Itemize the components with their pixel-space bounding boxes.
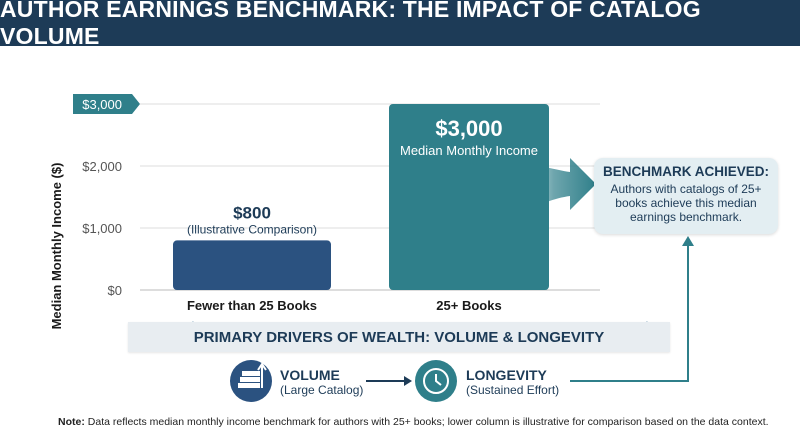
driver-longevity: LONGEVITY (Sustained Effort) (466, 367, 559, 397)
books-icon (230, 360, 272, 402)
bar-chart: $0 $1,000 $2,000 $3,000 Fewer than 25 Books… (49, 94, 694, 402)
driver-longevity-title: LONGEVITY (466, 367, 547, 383)
bar (173, 240, 331, 290)
driver-longevity-subtitle: (Sustained Effort) (466, 383, 560, 397)
y-tick-label: $3,000 (82, 97, 122, 112)
y-axis-ticks: $0 $1,000 $2,000 $3,000 (73, 94, 140, 298)
y-tick-label: $2,000 (82, 159, 122, 174)
flow-arrow (512, 158, 596, 216)
x-tick-label: Fewer than 25 Books (187, 298, 317, 313)
data-label: $3,000 (435, 116, 502, 141)
callout-body: Authors with catalogs of 25+ books achie… (610, 182, 762, 224)
footnote-label: Note: (58, 416, 85, 428)
data-sublabel: (Illustrative Comparison) (187, 222, 317, 236)
x-axis-labels: Fewer than 25 Books 25+ Books (187, 298, 502, 313)
drivers-title: PRIMARY DRIVERS OF WEALTH: VOLUME & LONG… (193, 328, 605, 346)
longevity-to-callout-arrow (570, 246, 689, 382)
x-tick-label: 25+ Books (436, 298, 501, 313)
footnote: Note: Data reflects median monthly incom… (58, 416, 769, 428)
arrowhead-icon (404, 376, 412, 386)
data-label: $800 (233, 203, 271, 222)
value-labels: $800(Illustrative Comparison) $3,000 Media… (187, 116, 538, 236)
clock-icon (415, 360, 457, 402)
data-sublabel: Median Monthly Income (400, 143, 538, 158)
bars (173, 104, 549, 290)
driver-volume: VOLUME (Large Catalog) (280, 367, 363, 397)
y-tick-label: $0 (108, 283, 122, 298)
page-title: AUTHOR EARNINGS BENCHMARK: THE IMPACT OF… (0, 0, 701, 49)
bar (389, 104, 549, 290)
header-bar: AUTHOR EARNINGS BENCHMARK: THE IMPACT OF… (0, 0, 800, 49)
y-tick-label: $1,000 (82, 221, 122, 236)
drivers-banner: PRIMARY DRIVERS OF WEALTH: VOLUME & LONG… (128, 322, 670, 352)
benchmark-callout: BENCHMARK ACHIEVED: Authors with catalog… (594, 158, 778, 234)
y-tick-highlight (73, 94, 140, 114)
footnote-text: Data reflects median monthly income benc… (87, 416, 769, 428)
callout-title: BENCHMARK ACHIEVED: (602, 164, 769, 179)
arrowhead-up-icon (682, 236, 694, 246)
driver-volume-subtitle: (Large Catalog) (280, 383, 364, 397)
driver-volume-title: VOLUME (280, 367, 340, 383)
y-axis-label: Median Monthly Income ($) (49, 163, 64, 330)
